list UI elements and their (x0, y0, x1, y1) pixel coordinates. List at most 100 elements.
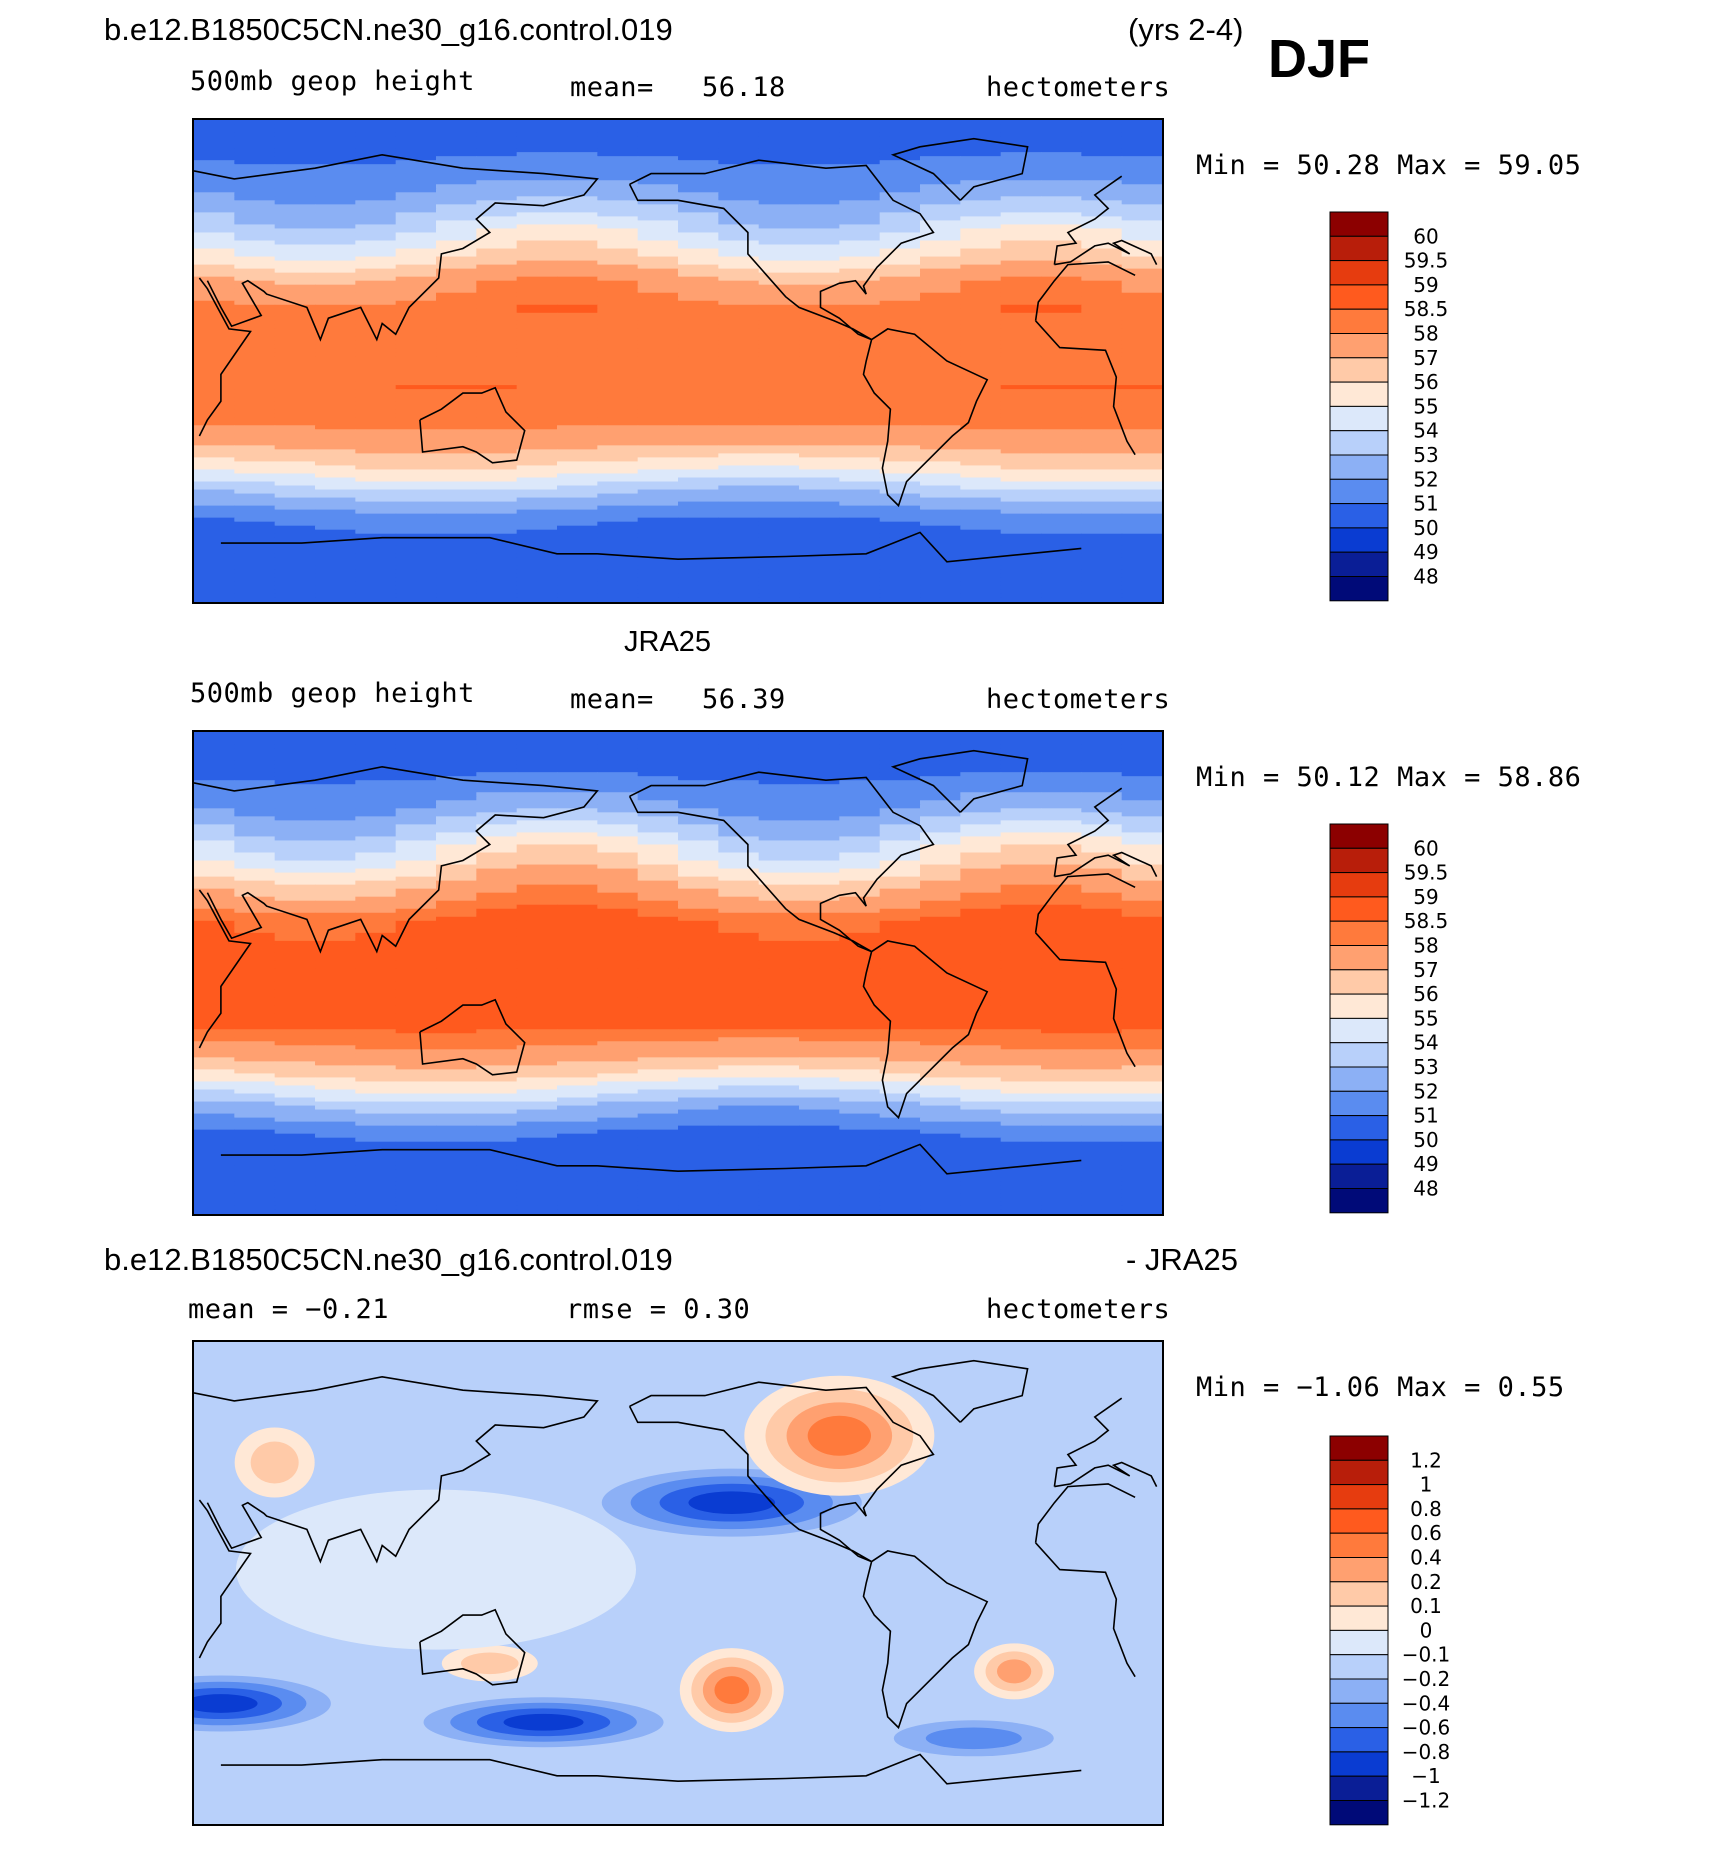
panel2-cell (476, 884, 518, 890)
panel2-cell (476, 796, 518, 801)
panel2-cell (194, 840, 235, 846)
panel1-cell (839, 128, 881, 133)
panel1-cell (879, 232, 921, 238)
panel2-cell (1000, 764, 1042, 769)
panel1-cell (355, 481, 397, 487)
panel1-cell (1041, 509, 1082, 515)
panel1-cell (315, 188, 356, 193)
panel2-cell (718, 836, 760, 842)
panel2-cell (1000, 989, 1042, 994)
panel2-cell (1081, 752, 1123, 757)
panel2-cell (436, 808, 477, 813)
panel2-cell (879, 860, 921, 866)
panel1-cell (1121, 228, 1162, 234)
panel1-cell (597, 401, 639, 406)
panel2-cell (395, 985, 437, 990)
panel2-cell (839, 752, 881, 757)
panel1-cell (1000, 312, 1042, 318)
panel1-cell (1041, 521, 1082, 527)
panel1-cell (557, 401, 598, 406)
panel2-cell (637, 985, 679, 990)
panel2-cell (920, 892, 961, 898)
panel2-cell (678, 832, 719, 838)
panel1-cell (516, 581, 558, 587)
panel1-cell (597, 517, 639, 523)
panel1-cell (1121, 320, 1162, 326)
panel2-cell (678, 936, 719, 942)
panel2-cell (678, 800, 719, 805)
panel1-cell (637, 381, 679, 386)
panel2-cell (476, 1017, 518, 1022)
panel2-cell (839, 977, 881, 982)
panel1-cell (718, 433, 760, 438)
panel1-cell (355, 577, 397, 583)
panel2-cell (799, 784, 840, 789)
panel1-coast-africa (198, 261, 1136, 456)
panel1-cell (718, 148, 760, 153)
panel2-cell (1041, 1061, 1082, 1066)
panel1-cell (274, 240, 316, 246)
panel1-cell (234, 545, 276, 551)
panel1-cell (839, 272, 881, 278)
panel1-cell (516, 593, 558, 599)
panel1-cell (1121, 461, 1162, 467)
panel2-cell (799, 1061, 840, 1066)
panel2-cell (597, 876, 639, 882)
panel2-cell (920, 744, 961, 749)
panel1-cell (395, 280, 437, 286)
panel1-cell (355, 296, 397, 302)
panel2-cell (476, 800, 518, 805)
panel1-cell (194, 537, 235, 543)
panel1-cell (758, 320, 800, 326)
panel1-cell (234, 332, 276, 338)
panel1-cell (879, 236, 921, 242)
panel1-cell (678, 288, 719, 294)
panel1-cell (234, 501, 276, 507)
panel1-cell (920, 296, 961, 302)
panel1-cell (597, 208, 639, 213)
panel1-cell (960, 204, 1002, 209)
panel2-cell (799, 856, 840, 862)
panel1-cell (234, 284, 276, 290)
panel2-cell (718, 824, 760, 829)
panel2-cell (1041, 792, 1082, 797)
panel1-cell (557, 348, 598, 354)
panel1-cell (1081, 533, 1123, 539)
panel1-cell (1081, 204, 1123, 209)
panel2-cell (194, 1041, 235, 1046)
panel1-cell (1121, 421, 1162, 426)
panel2-cell (597, 1001, 639, 1006)
panel2-cell (678, 960, 719, 966)
panel2-cell (678, 752, 719, 757)
panel2-cell (920, 1069, 961, 1075)
panel2-cell (879, 997, 921, 1002)
panel2-cell (1121, 989, 1162, 994)
panel2-cell (355, 956, 397, 962)
panel1-cell (516, 296, 558, 302)
panel1-cell (1041, 148, 1082, 153)
panel2-cell (234, 856, 276, 862)
panel2-cell (234, 736, 276, 741)
panel1-cell (194, 272, 235, 278)
panel2-cell (315, 936, 356, 942)
panel1-cell (1081, 493, 1123, 499)
panel2-cell (879, 756, 921, 761)
panel1-cell (1081, 445, 1123, 450)
panel2-cell (274, 948, 316, 954)
panel2-map (192, 730, 1164, 1216)
panel1-cell (839, 581, 881, 587)
panel2-cell (355, 740, 397, 745)
panel1-cell (758, 533, 800, 539)
panel2-cell (436, 768, 477, 773)
panel1-cell (436, 397, 477, 402)
panel1-cell (960, 393, 1002, 398)
panel2-cell (315, 732, 356, 737)
panel1-cell (516, 373, 558, 378)
panel2-cell (315, 796, 356, 801)
panel2-cell (879, 776, 921, 781)
panel1-cell (1000, 481, 1042, 487)
panel1-cell (355, 509, 397, 515)
panel1-cell (557, 449, 598, 454)
panel2-cell (960, 884, 1002, 890)
panel1-cell (1041, 489, 1082, 495)
